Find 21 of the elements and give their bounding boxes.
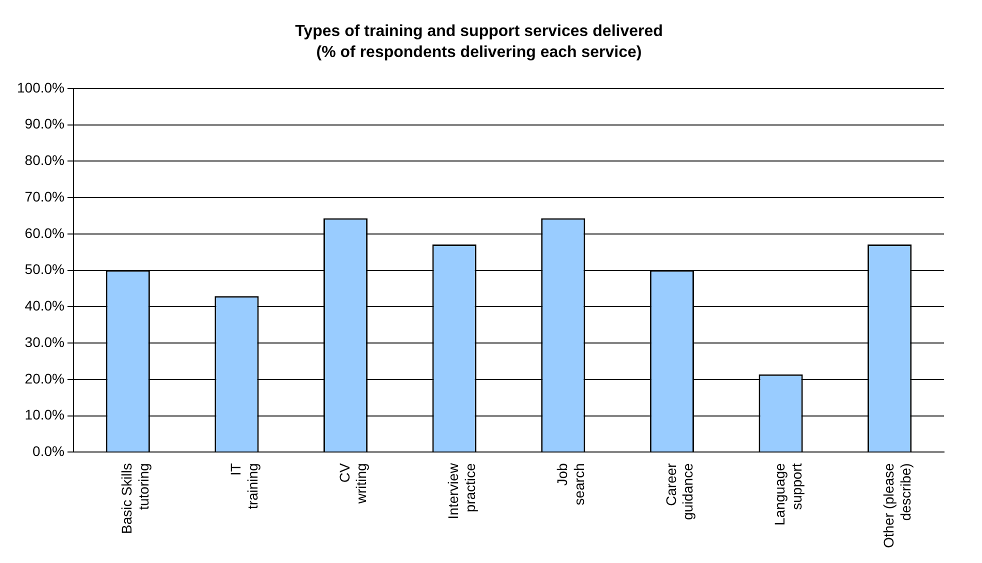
y-tick-label: 0.0% <box>32 443 64 460</box>
x-tick-label: Interview practice <box>445 462 478 520</box>
x-tick-label: CV writing <box>336 462 370 505</box>
x-tick-label: Basic Skills tutoring <box>118 463 152 534</box>
y-tick-label: 10.0% <box>24 406 64 423</box>
x-tick-label: Other (please describe) <box>880 462 914 548</box>
y-tick-label: 20.0% <box>24 370 64 386</box>
y-tick-label: 70.0% <box>24 188 64 204</box>
chart-title: Types of training and support services delivered <box>295 23 663 40</box>
x-tick-label: Job search <box>554 462 587 506</box>
x-tick-label: Career guidance <box>662 462 696 520</box>
y-tick-label: 60.0% <box>24 224 64 241</box>
y-tick-label: 90.0% <box>24 116 64 132</box>
chart-subtitle: (% of respondents delivering each service) <box>316 44 642 62</box>
y-tick-label: 50.0% <box>24 261 64 278</box>
y-tick-label: 80.0% <box>24 152 64 168</box>
y-tick-label: 40.0% <box>24 298 64 314</box>
x-tick-label: Language support <box>772 462 804 526</box>
x-tick-label: IT training <box>228 462 260 510</box>
y-tick-label: 30.0% <box>24 334 64 350</box>
y-tick-label: 100.0% <box>17 79 64 96</box>
